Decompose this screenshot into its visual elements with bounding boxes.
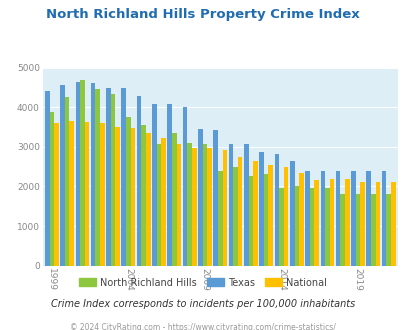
Bar [360, 182, 364, 266]
Bar [60, 85, 65, 266]
Bar [228, 145, 233, 266]
Bar [80, 80, 85, 266]
Bar [283, 167, 288, 266]
Bar [305, 171, 309, 266]
Bar [192, 148, 196, 266]
Bar [152, 105, 156, 266]
Bar [156, 145, 161, 266]
Bar [121, 88, 126, 266]
Bar [49, 112, 54, 266]
Bar [233, 167, 237, 266]
Bar [95, 89, 100, 266]
Bar [130, 128, 135, 266]
Bar [115, 127, 119, 266]
Bar [69, 121, 74, 266]
Bar [75, 82, 80, 266]
Legend: North Richland Hills, Texas, National: North Richland Hills, Texas, National [75, 274, 330, 292]
Bar [253, 161, 257, 266]
Bar [187, 143, 192, 266]
Bar [390, 182, 394, 266]
Bar [167, 104, 172, 266]
Bar [263, 174, 268, 266]
Bar [366, 171, 370, 266]
Bar [146, 133, 150, 266]
Bar [217, 171, 222, 266]
Bar [237, 157, 242, 266]
Bar [202, 145, 207, 266]
Text: © 2024 CityRating.com - https://www.cityrating.com/crime-statistics/: © 2024 CityRating.com - https://www.city… [70, 323, 335, 330]
Bar [309, 188, 313, 266]
Bar [100, 123, 104, 266]
Bar [111, 94, 115, 266]
Bar [248, 176, 253, 266]
Text: Crime Index corresponds to incidents per 100,000 inhabitants: Crime Index corresponds to incidents per… [51, 299, 354, 309]
Bar [213, 130, 217, 266]
Bar [161, 138, 166, 266]
Bar [243, 145, 248, 266]
Bar [335, 171, 340, 266]
Bar [294, 186, 298, 266]
Bar [136, 96, 141, 266]
Bar [298, 173, 303, 266]
Bar [344, 179, 349, 266]
Bar [350, 171, 355, 266]
Bar [91, 83, 95, 266]
Bar [85, 122, 89, 266]
Bar [182, 107, 187, 266]
Bar [320, 171, 324, 266]
Bar [381, 171, 386, 266]
Bar [324, 188, 329, 266]
Bar [355, 194, 360, 266]
Bar [259, 152, 263, 266]
Bar [386, 194, 390, 266]
Bar [198, 129, 202, 266]
Bar [65, 97, 69, 266]
Bar [340, 194, 344, 266]
Bar [370, 194, 375, 266]
Bar [279, 188, 283, 266]
Bar [375, 182, 379, 266]
Bar [54, 123, 59, 266]
Bar [222, 150, 226, 266]
Bar [289, 161, 294, 266]
Bar [126, 117, 130, 266]
Text: North Richland Hills Property Crime Index: North Richland Hills Property Crime Inde… [46, 8, 359, 21]
Bar [176, 144, 181, 266]
Bar [172, 133, 176, 266]
Bar [207, 148, 211, 266]
Bar [329, 179, 333, 266]
Bar [313, 180, 318, 266]
Bar [141, 125, 146, 266]
Bar [106, 88, 111, 266]
Bar [268, 165, 273, 266]
Bar [274, 154, 279, 266]
Bar [45, 91, 49, 266]
